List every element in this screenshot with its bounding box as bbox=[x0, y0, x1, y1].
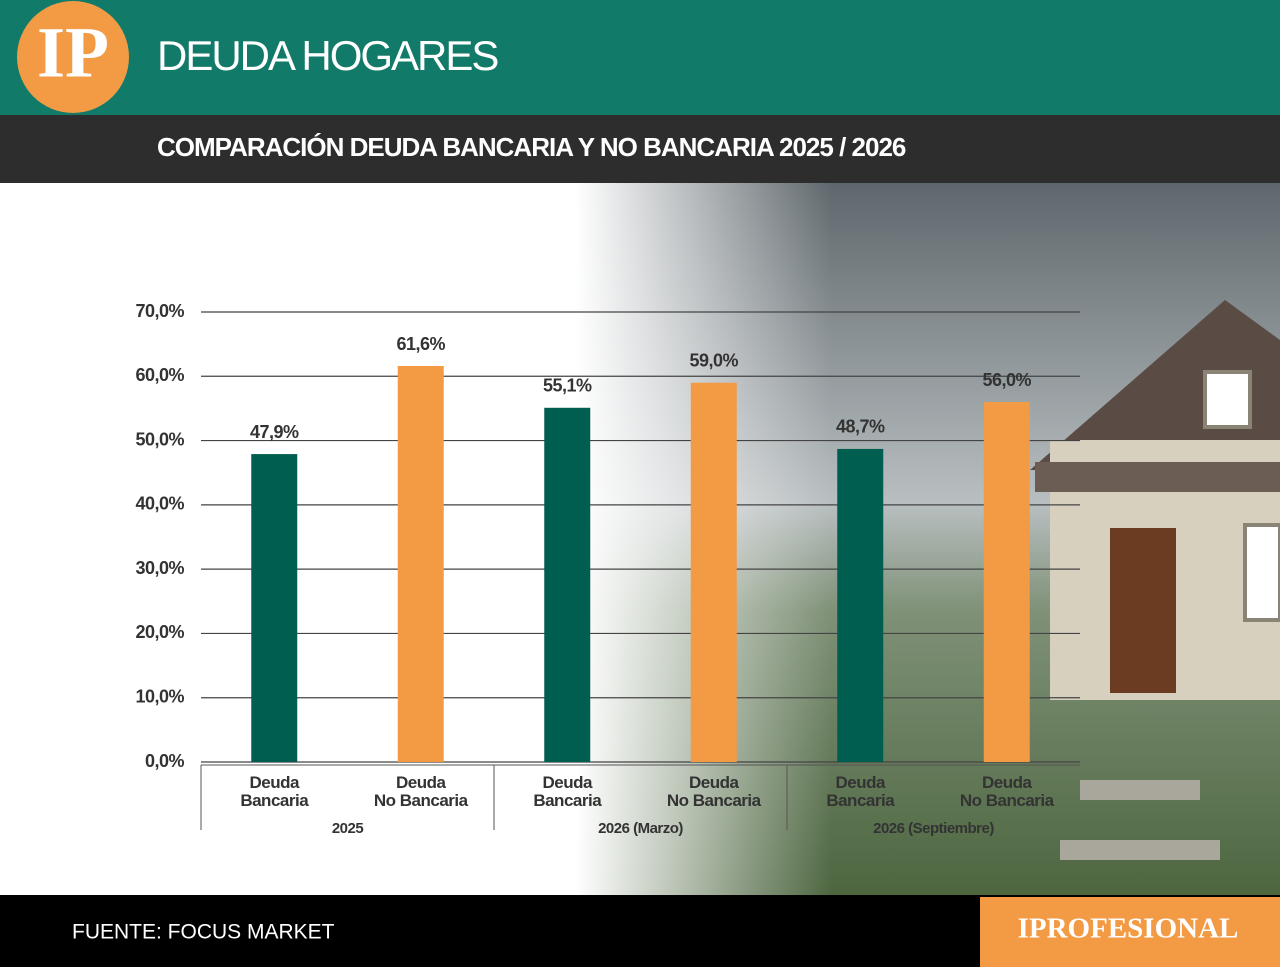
x-tick-label: Deuda No Bancaria bbox=[666, 773, 761, 810]
brand-box bbox=[980, 897, 1280, 967]
value-label: 61,6% bbox=[396, 334, 445, 354]
x-tick-label: Deuda No Bancaria bbox=[373, 773, 468, 810]
group-label: 2026 (Marzo) bbox=[598, 820, 683, 837]
value-label: 59,0% bbox=[689, 350, 738, 370]
bar bbox=[397, 366, 444, 762]
background-fade bbox=[0, 183, 1280, 895]
bar bbox=[544, 407, 591, 762]
value-label: 55,1% bbox=[543, 376, 592, 396]
group-label: 2025 bbox=[332, 820, 364, 837]
x-tick-label: Deuda Bancaria bbox=[533, 773, 602, 810]
group-label: 2026 (Septiembre) bbox=[873, 820, 994, 837]
value-label: 56,0% bbox=[982, 370, 1031, 390]
logo-circle bbox=[17, 1, 129, 113]
y-tick-label: 70,0% bbox=[135, 301, 184, 321]
bar bbox=[690, 382, 737, 762]
y-tick-label: 40,0% bbox=[135, 494, 184, 514]
chart-title: DEUDA HOGARES bbox=[157, 32, 498, 79]
value-label: 47,9% bbox=[250, 422, 299, 442]
chart-subtitle: COMPARACIÓN DEUDA BANCARIA Y NO BANCARIA… bbox=[157, 132, 906, 162]
y-tick-label: 20,0% bbox=[135, 622, 184, 642]
subheader bbox=[0, 115, 1280, 183]
bar bbox=[983, 402, 1030, 762]
bar bbox=[837, 448, 884, 762]
x-tick-label: Deuda Bancaria bbox=[826, 773, 895, 810]
y-tick-label: 10,0% bbox=[135, 686, 184, 706]
x-tick-label: Deuda Bancaria bbox=[240, 773, 309, 810]
x-tick-label: Deuda No Bancaria bbox=[959, 773, 1054, 810]
bar bbox=[251, 454, 298, 762]
value-label: 48,7% bbox=[836, 417, 885, 437]
logo: IP bbox=[37, 13, 109, 93]
y-tick-label: 0,0% bbox=[145, 751, 185, 771]
brand: IPROFESIONAL bbox=[1018, 913, 1239, 945]
header bbox=[0, 0, 1280, 115]
y-tick-label: 60,0% bbox=[135, 365, 184, 385]
y-tick-label: 50,0% bbox=[135, 429, 184, 449]
y-tick-label: 30,0% bbox=[135, 558, 184, 578]
source: FUENTE: FOCUS MARKET bbox=[72, 921, 335, 944]
